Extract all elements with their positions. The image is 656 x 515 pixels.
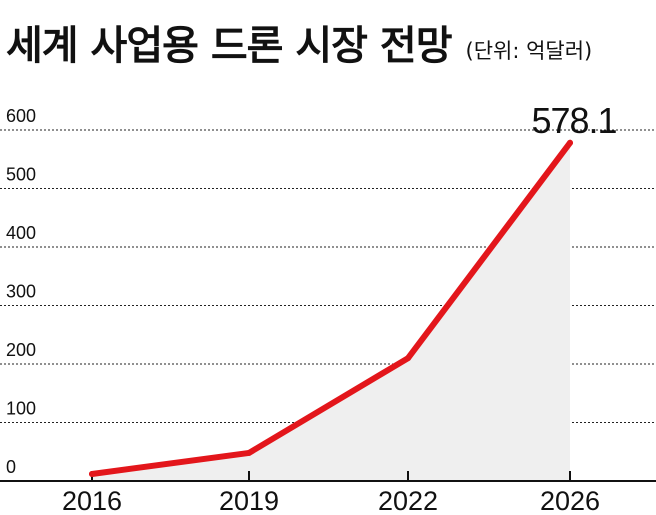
unit-label: (단위: 억달러) [465,39,593,63]
title-row: 세계 사업용 드론 시장 전망 (단위: 억달러) [6,6,650,66]
x-tick-label-2019: 2019 [219,486,279,515]
y-tick-label-200: 200 [6,340,36,360]
data-point-2022 [405,355,411,362]
x-tick-label-2016: 2016 [62,486,122,515]
y-tick-label-300: 300 [6,282,36,302]
x-tick-label-2022: 2022 [378,486,438,515]
data-point-2026 [567,139,573,146]
y-tick-label-0: 0 [6,457,16,477]
y-tick-label-400: 400 [6,223,36,243]
chart-title: 세계 사업용 드론 시장 전망 [6,23,453,69]
y-tick-label-600: 600 [6,106,36,126]
series-area [92,142,570,481]
series-line [89,139,573,477]
data-point-2016 [89,470,95,477]
y-tick-label-100: 100 [6,399,36,419]
y-tick-label-500: 500 [6,165,36,185]
data-label-2026: 578.1 [531,100,616,141]
data-point-2019 [246,449,252,456]
x-tick-label-2026: 2026 [540,486,600,515]
